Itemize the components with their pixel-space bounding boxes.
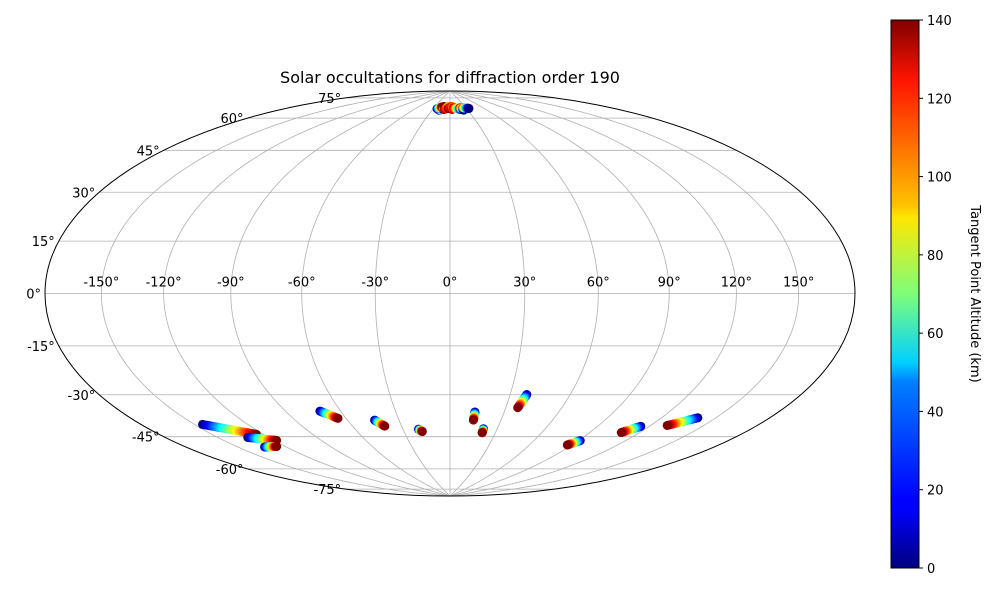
lon-tick-label: -150°: [83, 276, 119, 291]
lon-tick-label: 120°: [721, 276, 752, 291]
occultation-point: [380, 421, 390, 431]
occultation-track: [477, 424, 488, 438]
occultation-point: [272, 442, 282, 452]
lat-tick-label: -60°: [216, 463, 244, 478]
lon-gridline: [374, 91, 451, 496]
colorbar-tick-label: 100: [927, 171, 952, 186]
lon-gridline: [301, 91, 451, 496]
lon-tick-label: -60°: [288, 276, 316, 291]
occultation-point: [477, 428, 487, 438]
lon-tick-label: 150°: [783, 276, 814, 291]
occultation-track: [513, 390, 532, 413]
map-boundary: [44, 90, 856, 497]
colorbar-ticks: 0 20 40 60 80 100 120 140: [919, 14, 952, 577]
lat-tick-label: 15°: [32, 235, 55, 250]
colorbar-tick-label: 0: [927, 562, 935, 577]
occultation-track: [458, 103, 474, 113]
lon-tick-label: 90°: [658, 276, 681, 291]
colorbar-tick-label: 20: [927, 484, 944, 499]
occultation-point: [468, 415, 478, 425]
occultation-track: [370, 415, 390, 431]
occultation-point: [513, 403, 523, 413]
colorbar-tick-label: 40: [927, 405, 944, 420]
occultation-point: [417, 427, 427, 437]
lon-tick-label: 0°: [443, 276, 458, 291]
occultation-point: [616, 428, 626, 438]
lon-gridline: [449, 91, 526, 496]
occultation-point: [662, 420, 672, 430]
occultation-track: [562, 436, 585, 450]
colorbar-label: Tangent Point Altitude (km): [967, 204, 982, 382]
lon-gridline: [163, 91, 451, 496]
lat-tick-label: 45°: [137, 144, 160, 159]
occultation-point: [562, 440, 572, 450]
occultation-track: [616, 421, 646, 438]
lon-gridline: [230, 91, 451, 496]
lon-gridline: [449, 91, 737, 496]
lat-tick-label: 0°: [26, 288, 41, 303]
lat-tick-label: -15°: [27, 340, 55, 355]
graticule-grid: [45, 91, 855, 496]
occultation-track: [662, 413, 703, 430]
colorbar-tick-label: 80: [927, 249, 944, 264]
occultation-track: [315, 406, 343, 423]
lat-tick-label: 75°: [318, 92, 341, 107]
colorbar-tick-label: 140: [927, 14, 952, 29]
lat-tick-label: -75°: [313, 483, 341, 498]
lon-tick-label: -30°: [361, 276, 389, 291]
occultation-points: [198, 101, 703, 452]
lon-tick-label: -120°: [146, 276, 182, 291]
occultation-point: [464, 103, 474, 113]
colorbar: [890, 19, 920, 569]
longitude-tick-labels: -150° -120° -90° -60° -30° 0° 30° 60° 90° 120° 150…: [83, 276, 814, 291]
lon-tick-label: -90°: [217, 276, 245, 291]
lon-gridline: [449, 91, 800, 496]
lon-gridline: [449, 91, 599, 496]
lon-tick-label: 30°: [513, 276, 536, 291]
occultation-track: [414, 424, 427, 437]
lon-tick-label: 60°: [587, 276, 610, 291]
lat-tick-label: 30°: [72, 186, 95, 201]
lat-tick-label: -45°: [132, 431, 160, 446]
occultation-track: [468, 407, 480, 425]
occultation-track: [260, 442, 282, 452]
chart-title: Solar occultations for diffraction order…: [280, 68, 620, 87]
colorbar-tick-label: 60: [927, 327, 944, 342]
lat-tick-label: -30°: [68, 389, 96, 404]
lon-gridline: [100, 91, 451, 496]
lat-tick-label: 60°: [220, 112, 243, 127]
colorbar-tick-label: 120: [927, 92, 952, 107]
occultation-point: [333, 413, 343, 423]
latitude-tick-labels: -75° -60° -45° -30° -15° 0° 15° 30° 45° 60° 75°: [26, 92, 341, 498]
